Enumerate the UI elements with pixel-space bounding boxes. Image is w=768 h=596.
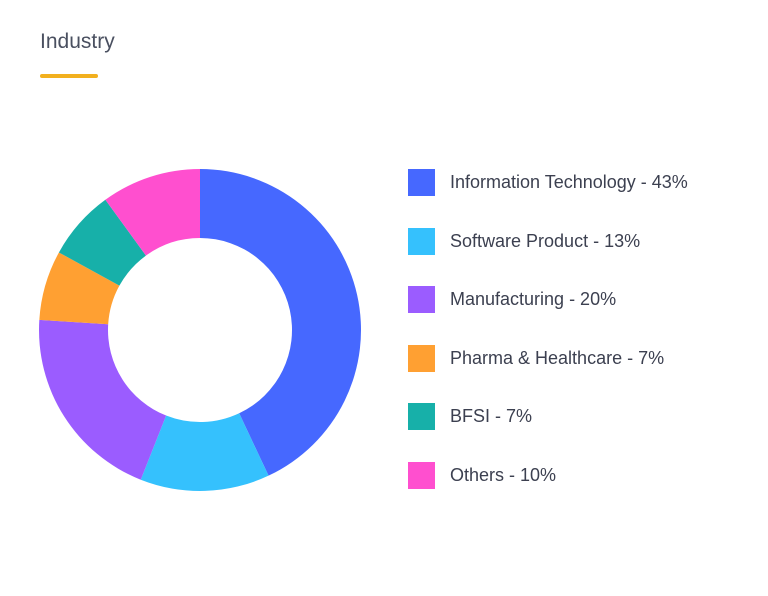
legend-label: BFSI - 7% <box>450 406 533 426</box>
donut-slice[interactable] <box>39 252 120 325</box>
legend-label: Information Technology - 43% <box>450 172 688 192</box>
legend-label: Manufacturing - 20% <box>450 289 617 309</box>
donut-slice[interactable] <box>58 199 146 286</box>
donut-slice[interactable] <box>105 169 200 256</box>
legend-label: Software Product - 13% <box>450 230 641 251</box>
donut-slice[interactable] <box>200 169 361 476</box>
page-title: Industry <box>40 30 115 53</box>
legend-swatch <box>408 227 435 255</box>
legend-swatch <box>408 461 435 489</box>
industry-donut-chart <box>39 169 361 491</box>
legend-item[interactable]: Others - 10% <box>408 461 688 490</box>
legend-item[interactable]: BFSI - 7% <box>408 402 688 431</box>
legend-item[interactable]: Pharma & Healthcare - 7% <box>408 344 688 373</box>
donut-slice[interactable] <box>39 319 167 480</box>
chart-legend: Information Technology - 43% Software Pro… <box>408 168 688 519</box>
legend-swatch <box>408 286 435 313</box>
legend-label: Others - 10% <box>450 464 557 485</box>
legend-label: Pharma & Healthcare - 7% <box>450 347 665 368</box>
donut-slice[interactable] <box>140 413 269 491</box>
legend-swatch <box>408 169 435 196</box>
title-underline <box>40 74 98 78</box>
legend-swatch <box>408 403 435 430</box>
legend-item[interactable]: Information Technology - 43% <box>408 168 688 197</box>
legend-swatch <box>408 344 435 372</box>
legend-item[interactable]: Software Product - 13% <box>408 227 688 256</box>
legend-item[interactable]: Manufacturing - 20% <box>408 285 688 314</box>
